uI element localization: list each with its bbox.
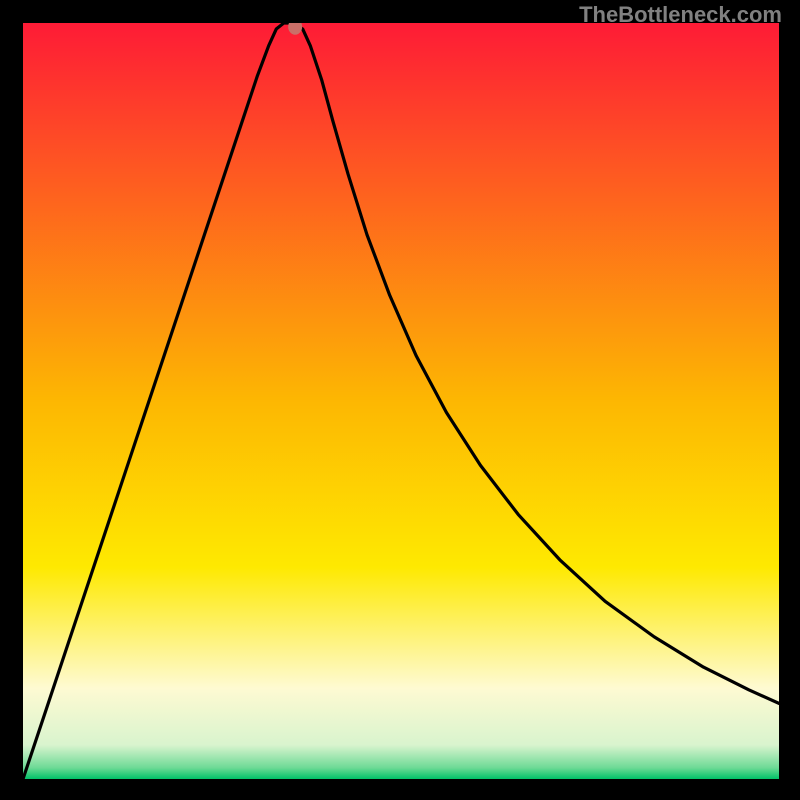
watermark-text: TheBottleneck.com	[579, 2, 782, 28]
chart-svg	[23, 23, 779, 779]
plot-area	[23, 23, 779, 779]
chart-container: TheBottleneck.com	[0, 0, 800, 800]
gradient-background	[23, 23, 779, 779]
